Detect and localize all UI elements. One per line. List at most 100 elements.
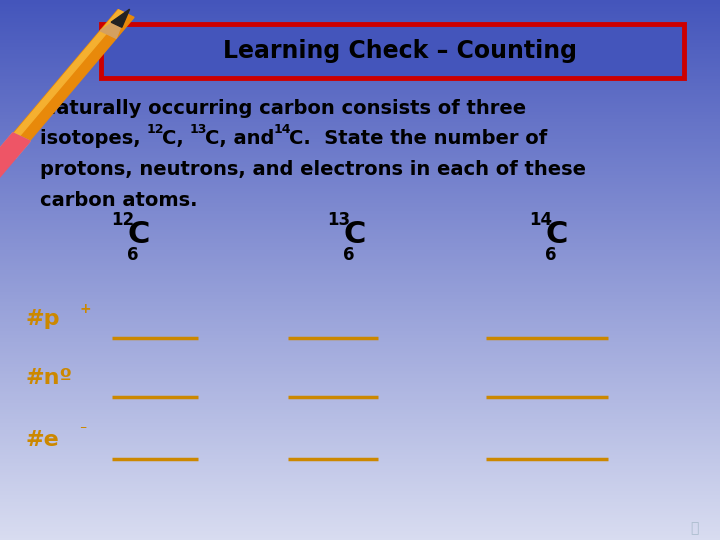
Bar [0,178,720,180]
Bar [0,405,720,407]
Bar [0,376,720,378]
Bar [0,336,720,339]
Bar [0,306,720,308]
Bar [0,142,720,144]
Bar [0,371,720,373]
Bar [0,351,720,353]
Text: Naturally occurring carbon consists of three: Naturally occurring carbon consists of t… [40,98,526,118]
Polygon shape [0,10,134,158]
Bar [0,414,720,416]
Bar [0,443,720,444]
Bar [0,171,720,173]
Bar [0,459,720,461]
Bar [0,36,720,38]
Bar [0,151,720,153]
Bar [0,538,720,540]
Bar [0,529,720,531]
Bar [0,349,720,351]
Bar [0,110,720,112]
Bar [0,366,720,367]
Bar [0,380,720,382]
Bar [0,525,720,528]
Bar [0,437,720,439]
Bar [0,373,720,374]
Bar [0,112,720,113]
Bar [0,410,720,412]
Bar [0,96,720,97]
Bar [0,416,720,417]
Bar [0,243,720,245]
Bar [0,390,720,393]
Bar [0,209,720,211]
Text: carbon atoms.: carbon atoms. [40,191,197,210]
Bar [0,441,720,443]
Bar [0,16,720,18]
Bar [0,355,720,356]
Text: protons, neutrons, and electrons in each of these: protons, neutrons, and electrons in each… [40,160,585,179]
Bar [0,137,720,139]
Bar [0,468,720,470]
Bar [0,335,720,336]
Bar [0,135,720,137]
Bar [0,184,720,185]
Bar [0,124,720,126]
Bar [0,225,720,227]
Bar [0,54,720,56]
Bar [0,231,720,232]
Bar [0,11,720,12]
Bar [0,2,720,4]
Text: 13: 13 [328,211,351,230]
Bar [0,495,720,497]
Text: 6: 6 [343,246,355,265]
Bar [0,140,720,142]
Bar [0,223,720,225]
Bar [0,42,720,43]
Bar [0,38,720,39]
Bar [0,167,720,169]
Bar [0,461,720,463]
Bar [0,295,720,297]
Bar [0,232,720,234]
Bar [0,515,720,517]
Bar [0,436,720,437]
Text: #nº: #nº [25,368,72,388]
Bar [0,498,720,501]
Bar [0,403,720,405]
Bar [0,133,720,135]
Bar [0,309,720,312]
Bar [0,169,720,171]
Bar [0,173,720,174]
Bar [0,216,720,218]
Bar [0,236,720,238]
Bar [0,463,720,464]
Bar [0,32,720,34]
Bar [0,39,720,42]
Text: #e: #e [25,430,59,450]
Bar [0,211,720,212]
Bar [0,144,720,146]
Bar [0,34,720,36]
Polygon shape [0,133,30,158]
Bar [0,497,720,498]
Text: C.  State the number of: C. State the number of [289,129,548,149]
Bar [0,155,720,157]
Bar [0,69,720,70]
Bar [0,533,720,535]
Bar [0,77,720,79]
Bar [0,432,720,434]
Bar [0,511,720,513]
Bar [0,434,720,436]
Text: 14: 14 [529,211,552,230]
Bar [0,106,720,108]
Bar [0,158,720,160]
Bar [0,86,720,88]
Bar [0,486,720,488]
Bar [0,189,720,191]
Bar [0,88,720,90]
Bar [0,18,720,20]
Bar [0,268,720,270]
Bar [0,281,720,282]
Bar [0,49,720,50]
Bar [0,259,720,261]
Bar [0,5,720,7]
